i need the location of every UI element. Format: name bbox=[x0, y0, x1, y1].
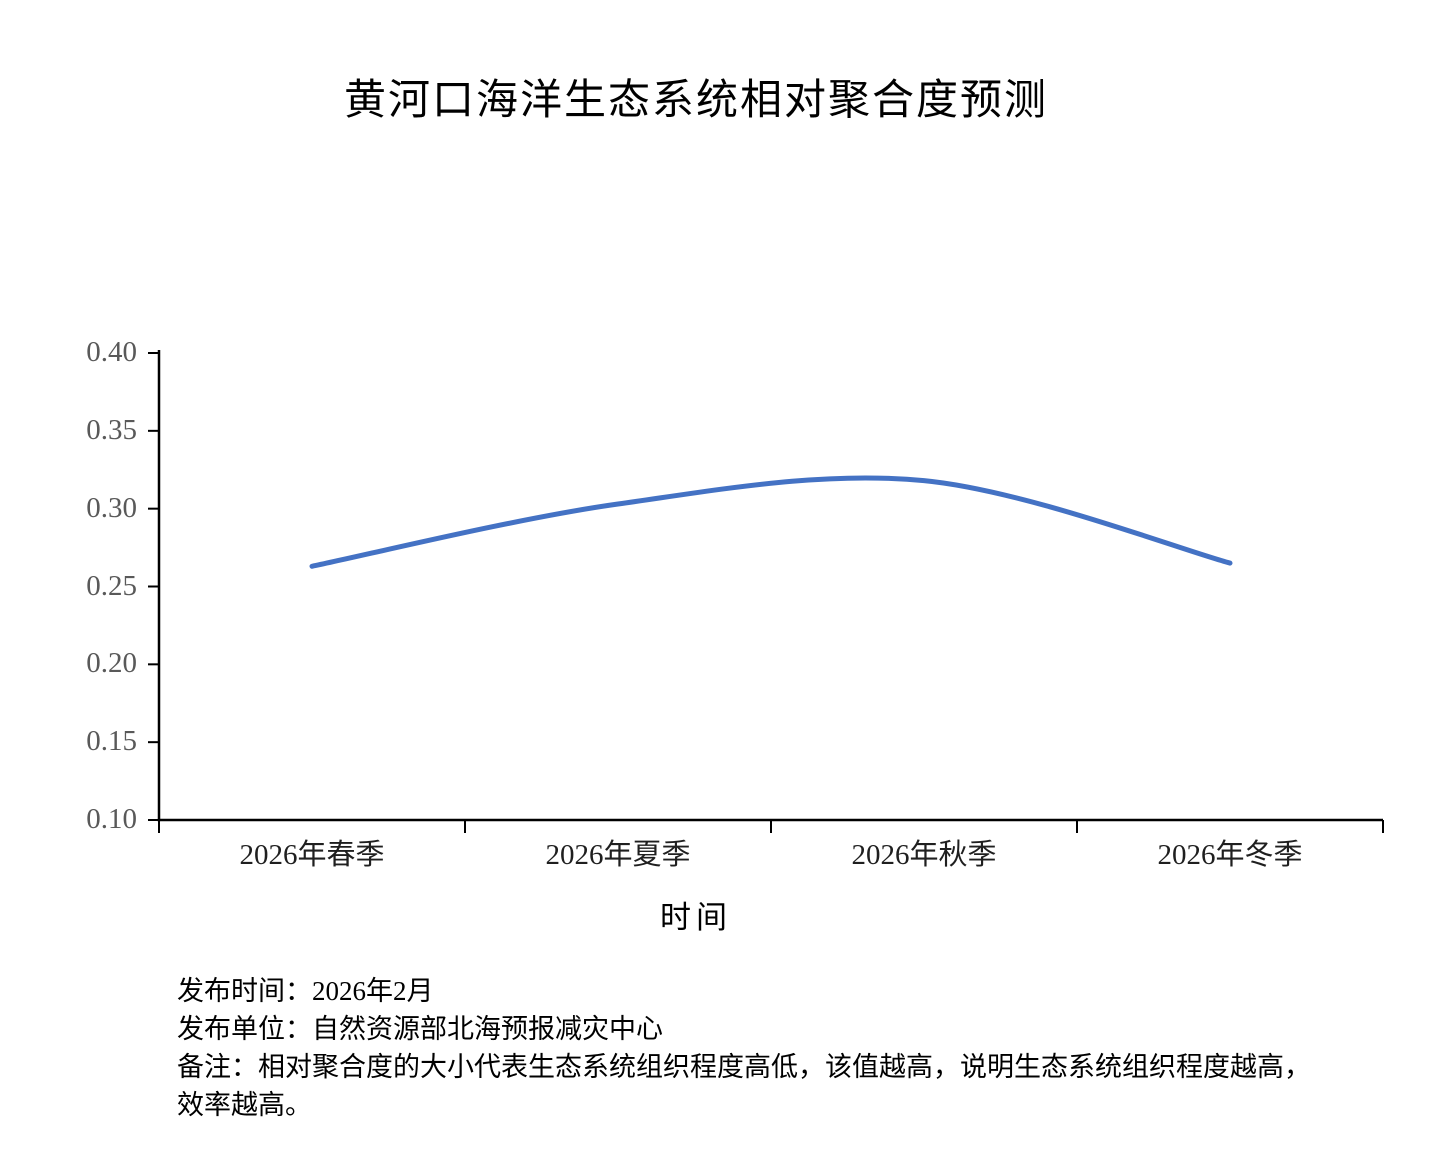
footer-notes: 发布时间：2026年2月 发布单位：自然资源部北海预报减灾中心 备注：相对聚合度… bbox=[177, 972, 1407, 1124]
y-axis-tick-label: 0.20 bbox=[86, 647, 137, 680]
y-axis-tick-label: 0.30 bbox=[86, 491, 137, 524]
x-axis-tick-label: 2026年春季 bbox=[239, 839, 385, 871]
publish-time-note: 发布时间：2026年2月 bbox=[177, 976, 434, 1006]
remark-note-line1: 备注：相对聚合度的大小代表生态系统组织程度高低，该值越高，说明生态系统组织程度越… bbox=[177, 1052, 1311, 1082]
x-axis-tick-label: 2026年冬季 bbox=[1157, 839, 1303, 871]
y-axis-tick-label: 0.40 bbox=[86, 335, 137, 368]
x-axis-tick-label: 2026年秋季 bbox=[851, 839, 997, 871]
y-axis-tick-label: 0.15 bbox=[86, 725, 137, 758]
remark-note-line2: 效率越高。 bbox=[177, 1090, 312, 1120]
y-axis-tick-label: 0.25 bbox=[86, 569, 137, 602]
x-axis-tick-label: 2026年夏季 bbox=[545, 839, 691, 871]
chart-title: 黄河口海洋生态系统相对聚合度预测 bbox=[343, 78, 1048, 124]
trend-line bbox=[309, 475, 1233, 569]
x-axis-title: 时间 bbox=[660, 900, 732, 935]
y-axis-tick-label: 0.35 bbox=[86, 413, 137, 446]
publish-unit-note: 发布单位：自然资源部北海预报减灾中心 bbox=[177, 1014, 663, 1044]
y-axis-tick-label: 0.10 bbox=[86, 802, 137, 835]
